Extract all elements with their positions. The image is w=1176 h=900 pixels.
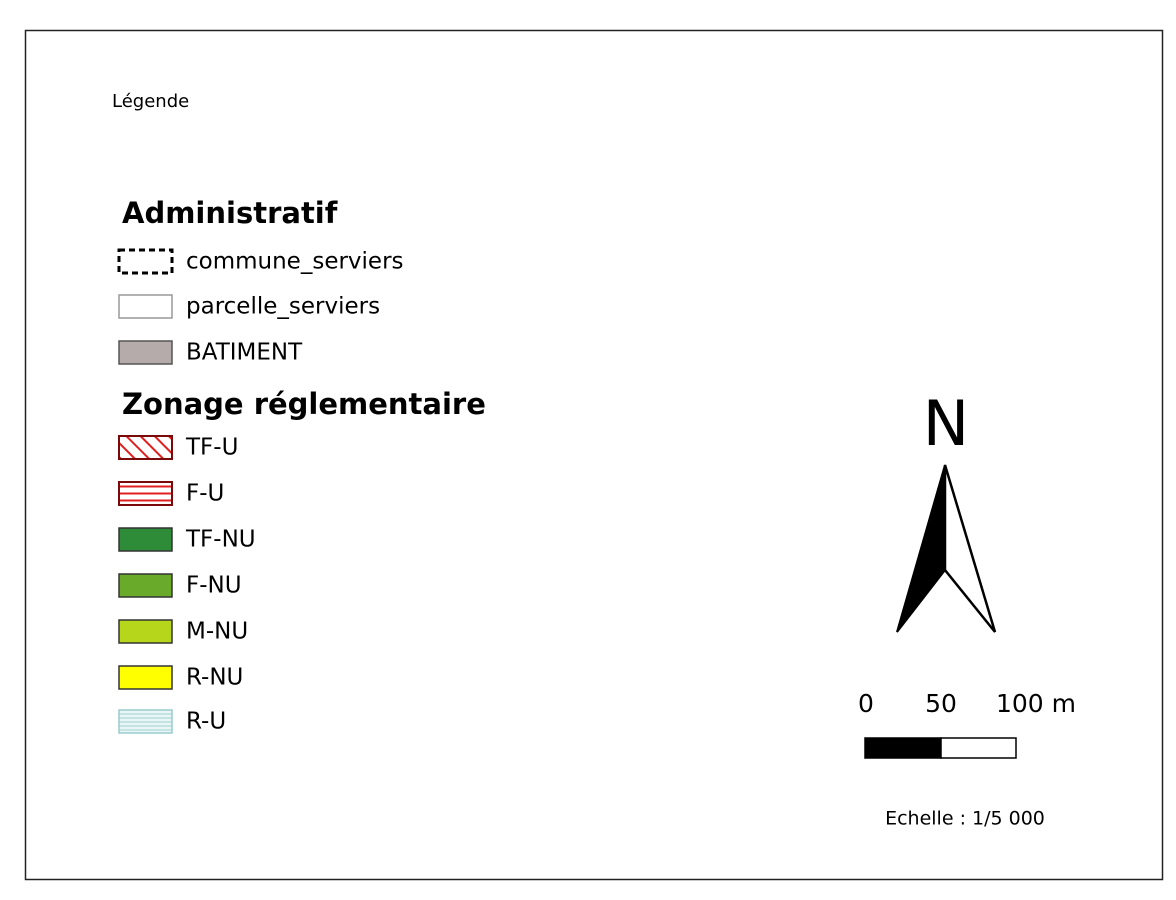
swatch: [117, 248, 174, 275]
scale-label: 100 m: [996, 689, 1076, 718]
scale-segment: [864, 737, 942, 759]
scale-segment: [940, 737, 1017, 759]
swatch: [118, 481, 173, 506]
legend-item: BATIMENT: [186, 340, 303, 366]
legend-item: commune_serviers: [186, 249, 404, 275]
legend-item: M-NU: [186, 619, 248, 645]
group-title: Zonage réglementaire: [122, 387, 486, 421]
scale-label: 0: [858, 689, 874, 718]
swatch: [118, 573, 173, 598]
swatch: [118, 527, 173, 552]
swatch: [118, 619, 173, 644]
scale-text: Echelle : 1/5 000: [885, 808, 1045, 830]
swatch: [118, 665, 173, 690]
swatch: [118, 340, 173, 365]
swatch: [118, 294, 173, 319]
scale-label: 50: [925, 689, 957, 718]
north-arrow-right: [943, 464, 997, 633]
legend-item: R-NU: [186, 665, 243, 691]
legend-item: F-U: [186, 481, 224, 507]
legend-item: TF-U: [185, 435, 238, 461]
legend-item: F-NU: [186, 573, 242, 599]
legend-item: R-U: [186, 709, 226, 735]
legend-item: parcelle_serviers: [186, 294, 380, 320]
legend-title: Légende: [112, 91, 189, 112]
north-label: N: [923, 387, 969, 460]
legend-item: TF-NU: [185, 527, 256, 553]
swatch: [118, 709, 173, 734]
group-title: Administratif: [122, 196, 338, 230]
swatch: [118, 435, 173, 460]
